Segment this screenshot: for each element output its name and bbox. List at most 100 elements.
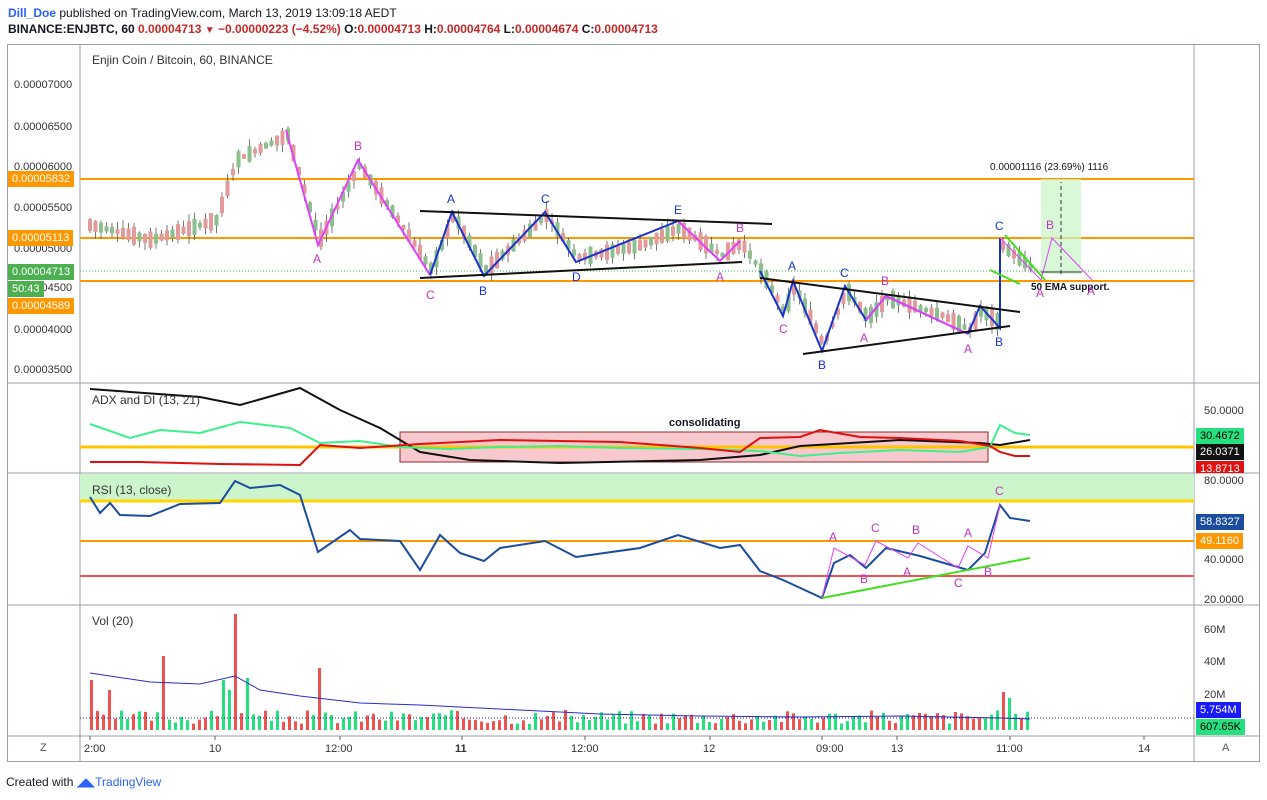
x-tick: 12:00: [325, 743, 353, 755]
volume-bar: [756, 716, 759, 730]
pattern-label: A: [716, 270, 725, 284]
triangle-upper-trendline[interactable]: [419, 210, 773, 225]
candle-body: [924, 307, 928, 312]
candle-body: [264, 142, 268, 149]
volume-bar: [1014, 713, 1017, 730]
volume-bar: [624, 723, 627, 730]
volume-bar: [342, 717, 345, 730]
candle-body: [269, 140, 274, 146]
volume-bar: [474, 719, 477, 730]
volume-bar: [402, 713, 405, 730]
volume-bar: [150, 720, 153, 730]
candle-body: [704, 236, 708, 254]
ohlc-line: BINANCE:ENJBTC, 60 0.00004713 ▼ −0.00000…: [8, 22, 658, 36]
zoom-reset-button[interactable]: Z: [40, 742, 47, 754]
tradingview-link[interactable]: TradingView: [95, 775, 162, 789]
candle-body: [533, 219, 538, 231]
volume-bar: [960, 713, 963, 730]
ema-trend-line[interactable]: [1004, 234, 1046, 281]
volume-bar: [198, 719, 201, 730]
y-tick: 0.00006000: [14, 161, 73, 173]
candle-body: [830, 321, 835, 328]
auto-scale-button[interactable]: A: [1222, 742, 1230, 754]
candle-body: [671, 226, 675, 236]
volume-bar: [642, 713, 645, 730]
candle-body: [88, 219, 92, 231]
candle-body: [863, 308, 868, 322]
volume-bar: [354, 711, 357, 730]
author-link[interactable]: Dill_Doe: [8, 6, 57, 20]
volume-bar: [294, 721, 297, 730]
candle-body: [1012, 250, 1016, 259]
candle-body: [253, 148, 257, 154]
candle-body: [654, 232, 659, 245]
rsi-trendline[interactable]: [821, 557, 1031, 599]
volume-bar: [588, 719, 591, 730]
candle-body: [99, 222, 103, 233]
candle-body: [352, 171, 356, 181]
volume-bar: [630, 711, 633, 730]
candle-body: [170, 229, 175, 238]
candle-body: [1023, 257, 1027, 269]
rsi-pattern-label: C: [871, 521, 880, 535]
pattern-label: C: [840, 266, 849, 280]
triangle-lower-trendline[interactable]: [802, 325, 1011, 355]
candle-body: [412, 240, 417, 248]
symbol-label[interactable]: BINANCE:ENJBTC, 60: [8, 22, 135, 36]
y-tick: 0.00005500: [14, 202, 73, 214]
price-level-tag[interactable]: 0.00005113: [8, 230, 74, 246]
volume-bar: [96, 710, 99, 730]
ema-trend-line[interactable]: [989, 269, 1021, 285]
triangle-wave-line[interactable]: [967, 238, 1001, 335]
main-pane-title: Enjin Coin / Bitcoin, 60, BINANCE: [92, 53, 273, 67]
current-price-tag[interactable]: 0.00004713: [8, 264, 75, 280]
rsi-y-tick: 40.0000: [1204, 554, 1244, 566]
volume-bar: [852, 716, 855, 730]
volume-bar: [228, 690, 231, 730]
volume-bar: [522, 720, 525, 730]
candle-body: [181, 226, 186, 234]
triangle-upper-trendline[interactable]: [759, 277, 1021, 313]
abc-pattern-line[interactable]: [285, 129, 431, 276]
rsi-pattern-line[interactable]: [821, 504, 1001, 599]
volume-bar: [834, 713, 837, 730]
volume-bar: [468, 719, 471, 730]
price-level-tag[interactable]: 0.00004589: [8, 298, 75, 314]
candle-body: [192, 218, 197, 235]
x-tick: 14: [1138, 743, 1151, 755]
adx-tag: 26.0371: [1196, 444, 1244, 460]
candle-body: [473, 245, 477, 258]
countdown-tag: 50:43: [8, 281, 44, 297]
projection-line[interactable]: [999, 237, 1093, 281]
plus-di-tag: 30.4672: [1196, 428, 1244, 444]
price-level-tag[interactable]: 0.00005832: [8, 171, 75, 187]
volume-bar: [858, 715, 861, 730]
volume-bar: [306, 710, 309, 730]
x-tick: 09:00: [816, 743, 844, 755]
candle-body: [203, 218, 208, 229]
volume-bar: [408, 714, 411, 730]
abc-pattern-line[interactable]: [865, 294, 969, 335]
volume-bar: [312, 715, 315, 730]
triangle-wave-line[interactable]: [429, 209, 679, 278]
candle-body: [759, 263, 763, 278]
volume-bar: [438, 713, 441, 730]
volume-bar: [366, 715, 369, 730]
volume-bar: [384, 720, 387, 730]
vol-y-tick: 20M: [1204, 689, 1226, 701]
candle-body: [665, 226, 670, 242]
triangle-lower-trendline[interactable]: [419, 261, 743, 279]
volume-bar: [396, 720, 399, 730]
candle-body: [528, 223, 532, 237]
volume-bar: [918, 712, 921, 730]
y-tick: 0.00005000: [14, 243, 73, 255]
volume-bar: [276, 710, 279, 730]
volume-bar: [204, 717, 207, 730]
candle-body: [341, 192, 345, 202]
volume-bar: [996, 710, 999, 730]
volume-bar: [222, 680, 225, 730]
candle-body: [154, 233, 158, 244]
consolidating-note: consolidating: [669, 417, 741, 429]
abc-pattern-line[interactable]: [677, 220, 741, 263]
